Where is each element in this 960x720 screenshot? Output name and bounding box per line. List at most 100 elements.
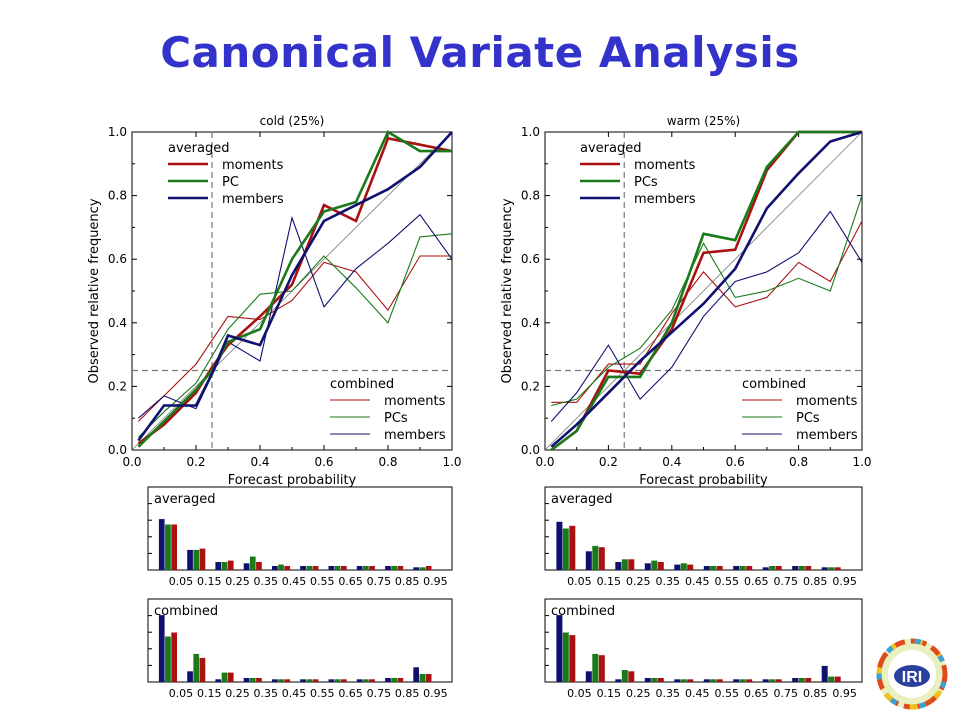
histogram-bar-members <box>703 566 710 570</box>
legend-combined-label: PCs <box>796 411 820 426</box>
histogram-bar-members <box>674 564 681 570</box>
histogram-x-tick-label: 0.45 <box>685 687 710 700</box>
histogram-bar-moments <box>687 564 694 570</box>
histogram-bar-members <box>762 679 769 682</box>
y-tick-label: 0.6 <box>521 252 540 266</box>
y-tick-label: 0.0 <box>108 443 127 457</box>
y-axis-label: Observed relative frequency <box>87 198 102 383</box>
histogram-x-tick-label: 0.65 <box>338 575 363 588</box>
histogram-bar-pcs <box>710 566 717 570</box>
legend-averaged-header: averaged <box>580 141 641 156</box>
histogram-bar-moments <box>834 567 841 570</box>
histogram-bar-members <box>215 562 222 570</box>
histogram-x-tick-label: 0.35 <box>656 687 681 700</box>
x-tick-label: 0.4 <box>662 455 681 469</box>
histogram-bar-pcs <box>419 674 426 682</box>
histogram-bar-moments <box>805 678 812 682</box>
histogram-bar-members <box>300 679 306 682</box>
histogram-bar-members <box>187 671 193 682</box>
histogram-x-tick-label: 0.05 <box>567 575 592 588</box>
histogram-x-tick-label: 0.65 <box>744 687 769 700</box>
histogram-bar-moments <box>716 679 723 682</box>
histogram-x-tick-label: 0.75 <box>367 575 392 588</box>
histogram-bar-members <box>413 567 419 570</box>
histogram-bar-moments <box>397 566 404 570</box>
legend-averaged-label: members <box>222 192 284 207</box>
histogram-bar-moments <box>746 566 753 570</box>
iri-logo: IRI <box>876 638 948 710</box>
histogram-bar-moments <box>716 566 723 570</box>
histogram-bar-moments <box>569 635 576 682</box>
averaged-moments-line <box>137 136 453 445</box>
histogram-bar-pcs <box>592 545 599 570</box>
combined-moments-line <box>138 255 452 422</box>
averaged-members-line <box>137 131 453 442</box>
histogram-bar-pc <box>193 549 200 570</box>
histogram-x-tick-label: 0.75 <box>773 575 798 588</box>
histogram-bar-members <box>243 563 250 570</box>
histogram-x-tick-label: 0.75 <box>773 687 798 700</box>
histogram-bar-pcs <box>278 679 284 682</box>
histogram-bar-members <box>385 566 391 570</box>
histogram-bar-pc <box>165 524 171 570</box>
histogram-x-tick-label: 0.65 <box>744 575 769 588</box>
histogram-x-tick-label: 0.05 <box>567 687 592 700</box>
histogram-x-tick-label: 0.25 <box>225 575 250 588</box>
histogram-bar-members <box>733 566 740 570</box>
y-tick-label: 0.6 <box>108 252 127 266</box>
legend-averaged-label: PCs <box>634 175 658 190</box>
histogram-bar-members <box>644 563 651 570</box>
histogram-bar-moments <box>199 657 206 682</box>
x-tick-label: 0.2 <box>599 455 618 469</box>
histogram-bar-moments <box>598 655 605 682</box>
histogram-bar-members <box>215 679 222 682</box>
histogram-frame <box>544 598 863 683</box>
histogram-bar-members <box>300 566 306 570</box>
histogram-x-tick-label: 0.85 <box>803 575 828 588</box>
y-tick-label: 0.8 <box>521 189 540 203</box>
histogram-bar-pcs <box>193 653 200 682</box>
histogram-label: averaged <box>551 492 612 507</box>
histogram-bar-pcs <box>621 559 628 570</box>
histogram-bar-moments <box>425 674 432 682</box>
legend-combined-label: PCs <box>384 411 408 426</box>
histogram-bar-pcs <box>165 636 171 682</box>
histogram-x-tick-label: 0.95 <box>832 687 857 700</box>
histogram-bar-pc <box>306 566 313 570</box>
histogram-bar-members <box>821 665 828 682</box>
x-axis-label: Forecast probability <box>228 473 357 488</box>
histogram-bar-pc <box>419 567 426 570</box>
histogram-bar-pcs <box>739 679 746 682</box>
histogram-bar-moments <box>775 566 782 570</box>
legend-combined-label: members <box>384 428 446 443</box>
histogram-bar-members <box>356 679 363 682</box>
histogram-bar-members <box>792 566 799 570</box>
histogram-x-tick-label: 0.55 <box>715 687 740 700</box>
histogram-x-tick-label: 0.05 <box>169 575 194 588</box>
histogram-bar-pcs <box>562 632 569 682</box>
histogram-x-tick-label: 0.85 <box>395 575 420 588</box>
histogram-bar-members <box>615 679 622 682</box>
histogram-bar-moments <box>227 560 234 570</box>
averaged-pc-line <box>137 130 452 448</box>
x-tick-label: 0.8 <box>378 455 397 469</box>
histogram-bar-members <box>585 671 592 682</box>
y-tick-label: 0.4 <box>521 316 540 330</box>
histogram-bar-moments <box>171 524 177 570</box>
histogram-bar-moments <box>397 678 404 682</box>
x-tick-label: 1.0 <box>852 455 871 469</box>
histogram-bar-moments <box>775 679 782 682</box>
histogram-frame <box>544 486 863 571</box>
histogram-bar-pc <box>363 566 369 570</box>
histogram-bar-members <box>585 551 592 570</box>
histogram-bar-pc <box>391 566 397 570</box>
x-tick-label: 1.0 <box>442 455 461 469</box>
histogram-x-tick-label: 0.85 <box>395 687 420 700</box>
histogram-bar-pcs <box>621 670 628 682</box>
histogram-bar-pcs <box>334 679 341 682</box>
y-tick-label: 0.2 <box>521 379 540 393</box>
histogram-bar-pcs <box>306 679 313 682</box>
x-tick-label: 0.4 <box>250 455 269 469</box>
y-tick-label: 1.0 <box>108 125 127 139</box>
